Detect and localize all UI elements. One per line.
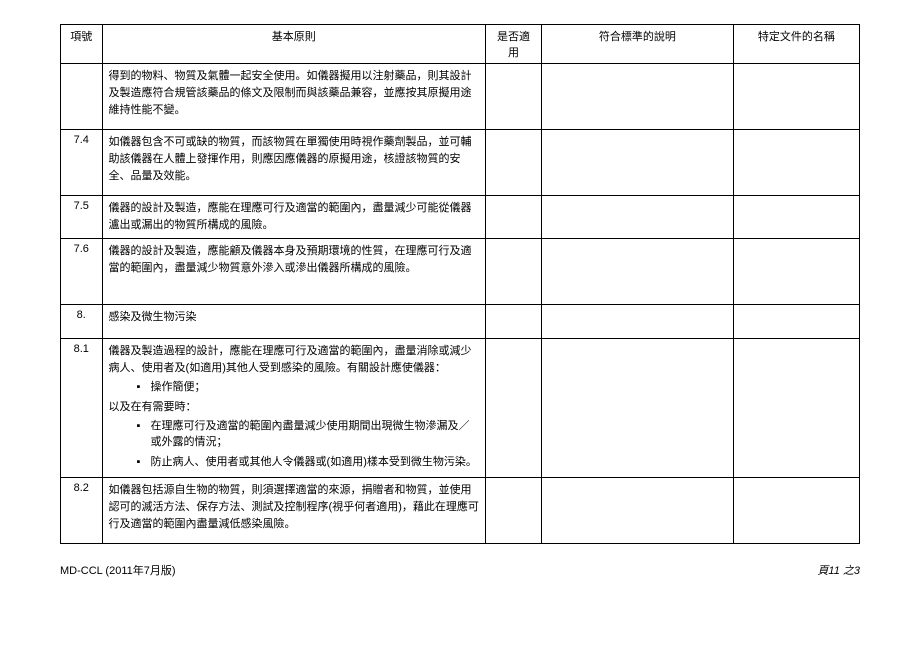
table-row: 8.1 儀器及製造過程的設計，應能在理應可行及適當的範圍內，盡量消除或減少病人、…: [61, 339, 860, 478]
header-doc: 特定文件的名稱: [733, 25, 859, 64]
cell-explain: [541, 478, 733, 544]
table-row: 8. 感染及微生物污染: [61, 305, 860, 339]
table-row: 7.5 儀器的設計及製造，應能在理應可行及適當的範圍內，盡量減少可能從儀器瀘出或…: [61, 196, 860, 239]
bullet-item: 操作簡便；: [137, 379, 480, 396]
cell-num: 8.1: [61, 339, 103, 478]
cell-content: 儀器的設計及製造，應能在理應可行及適當的範圍內，盡量減少可能從儀器瀘出或漏出的物…: [102, 196, 486, 239]
table-row: 得到的物料、物質及氣體一起安全使用。如儀器擬用以注射藥品，則其設計及製造應符合規…: [61, 64, 860, 130]
cell-content: 儀器及製造過程的設計，應能在理應可行及適當的範圍內，盡量消除或減少病人、使用者及…: [102, 339, 486, 478]
header-explain: 符合標準的說明: [541, 25, 733, 64]
cell-explain: [541, 64, 733, 130]
cell-apply: [486, 196, 542, 239]
table-row: 8.2 如儀器包括源自生物的物質，則須選擇適當的來源，捐贈者和物質，並使用認可的…: [61, 478, 860, 544]
bullet-list: 操作簡便；: [137, 379, 480, 396]
cell-content: 如儀器包括源自生物的物質，則須選擇適當的來源，捐贈者和物質，並使用認可的滅活方法…: [102, 478, 486, 544]
cell-num: 7.5: [61, 196, 103, 239]
principles-table: 項號 基本原則 是否適用 符合標準的說明 特定文件的名稱 得到的物料、物質及氣體…: [60, 24, 860, 544]
header-apply: 是否適用: [486, 25, 542, 64]
cell-explain: [541, 196, 733, 239]
cell-num: 8.2: [61, 478, 103, 544]
bullet-list: 在理應可行及適當的範圍內盡量減少使用期間出現微生物滲漏及／或外露的情況； 防止病…: [137, 418, 480, 471]
header-num: 項號: [61, 25, 103, 64]
cell-explain: [541, 305, 733, 339]
cell-doc: [733, 130, 859, 196]
footer-left: MD-CCL (2011年7月版): [60, 562, 176, 578]
cell-content: 感染及微生物污染: [102, 305, 486, 339]
cell-content: 得到的物料、物質及氣體一起安全使用。如儀器擬用以注射藥品，則其設計及製造應符合規…: [102, 64, 486, 130]
cell-content: 如儀器包含不可或缺的物質，而該物質在單獨使用時視作藥劑製品，並可輔助該儀器在人體…: [102, 130, 486, 196]
cell-doc: [733, 64, 859, 130]
footer-right: 頁11 之3: [817, 562, 860, 578]
table-row: 7.4 如儀器包含不可或缺的物質，而該物質在單獨使用時視作藥劑製品，並可輔助該儀…: [61, 130, 860, 196]
content-mid: 以及在有需要時：: [109, 399, 480, 416]
cell-explain: [541, 130, 733, 196]
cell-apply: [486, 130, 542, 196]
cell-num: 7.6: [61, 239, 103, 305]
table-row: 7.6 儀器的設計及製造，應能顧及儀器本身及預期環境的性質，在理應可行及適當的範…: [61, 239, 860, 305]
cell-doc: [733, 305, 859, 339]
bullet-item: 在理應可行及適當的範圍內盡量減少使用期間出現微生物滲漏及／或外露的情況；: [137, 418, 480, 451]
table-header-row: 項號 基本原則 是否適用 符合標準的說明 特定文件的名稱: [61, 25, 860, 64]
cell-doc: [733, 339, 859, 478]
page-footer: MD-CCL (2011年7月版) 頁11 之3: [60, 562, 860, 578]
cell-apply: [486, 239, 542, 305]
cell-doc: [733, 478, 859, 544]
cell-num: 8.: [61, 305, 103, 339]
cell-explain: [541, 339, 733, 478]
cell-explain: [541, 239, 733, 305]
cell-apply: [486, 478, 542, 544]
cell-content: 儀器的設計及製造，應能顧及儀器本身及預期環境的性質，在理應可行及適當的範圍內，盡…: [102, 239, 486, 305]
cell-num: 7.4: [61, 130, 103, 196]
cell-doc: [733, 239, 859, 305]
cell-apply: [486, 64, 542, 130]
content-main: 儀器及製造過程的設計，應能在理應可行及適當的範圍內，盡量消除或減少病人、使用者及…: [109, 343, 480, 377]
header-principle: 基本原則: [102, 25, 486, 64]
cell-apply: [486, 339, 542, 478]
cell-doc: [733, 196, 859, 239]
cell-apply: [486, 305, 542, 339]
cell-num: [61, 64, 103, 130]
bullet-item: 防止病人、使用者或其他人令儀器或(如適用)樣本受到微生物污染。: [137, 454, 480, 471]
